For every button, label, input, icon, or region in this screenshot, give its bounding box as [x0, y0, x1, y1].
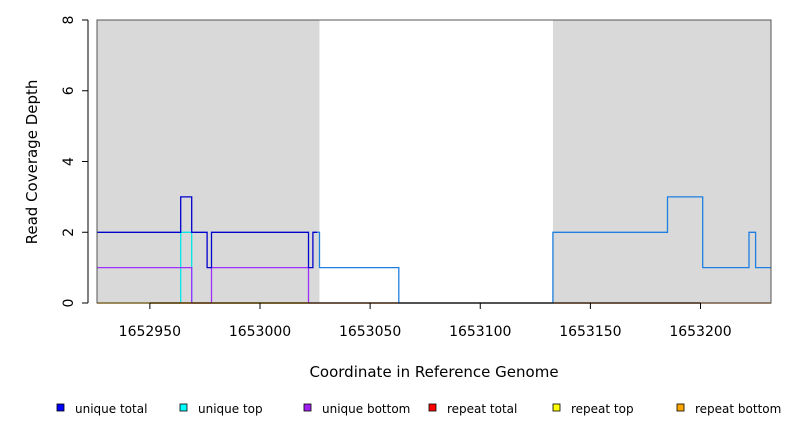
series-line-coverage-7 — [317, 196, 771, 304]
x-tick-label: 1653050 — [339, 324, 401, 340]
y-tick-label: 4 — [61, 157, 77, 166]
x-tick-label: 1653000 — [229, 324, 291, 340]
legend-label-repeat-bottom: repeat bottom — [695, 402, 781, 416]
shaded-regions — [97, 20, 771, 303]
series-line-unique-total — [97, 196, 318, 269]
shaded-region-2 — [552, 20, 771, 303]
x-axis-title: Coordinate in Reference Genome — [309, 363, 558, 381]
legend-label-unique-total: unique total — [75, 402, 147, 416]
x-tick-label: 1653200 — [669, 324, 731, 340]
legend-swatch-unique-top — [179, 403, 188, 412]
x-tick-label: 1652950 — [119, 324, 181, 340]
x-axis: 1652950 1653000 1653050 1653100 1653150 16532… — [119, 302, 732, 340]
legend-swatch-unique-bottom — [303, 403, 312, 412]
y-tick-label: 8 — [61, 16, 77, 25]
legend-swatch-unique-total — [56, 403, 65, 412]
legend-label-unique-top: unique top — [198, 402, 263, 416]
series-line-unique-bottom — [97, 266, 771, 304]
legend-label-repeat-top: repeat top — [571, 402, 634, 416]
y-tick-label: 0 — [61, 299, 77, 308]
y-axis: 0 2 4 6 8 — [61, 16, 89, 308]
x-tick-label: 1653100 — [449, 324, 511, 340]
y-axis-title: Read Coverage Depth — [23, 80, 41, 245]
y-tick-label: 6 — [61, 86, 77, 95]
legend: unique total unique top unique bottom repea… — [56, 402, 781, 416]
x-tick-label: 1653150 — [559, 324, 621, 340]
legend-swatch-repeat-bottom — [676, 403, 685, 412]
shaded-region-1 — [97, 20, 320, 303]
legend-label-unique-bottom: unique bottom — [322, 402, 410, 416]
y-tick-label: 2 — [61, 228, 77, 237]
legend-swatch-repeat-top — [552, 403, 561, 412]
legend-label-repeat-total: repeat total — [447, 402, 517, 416]
legend-swatch-repeat-total — [428, 403, 437, 412]
